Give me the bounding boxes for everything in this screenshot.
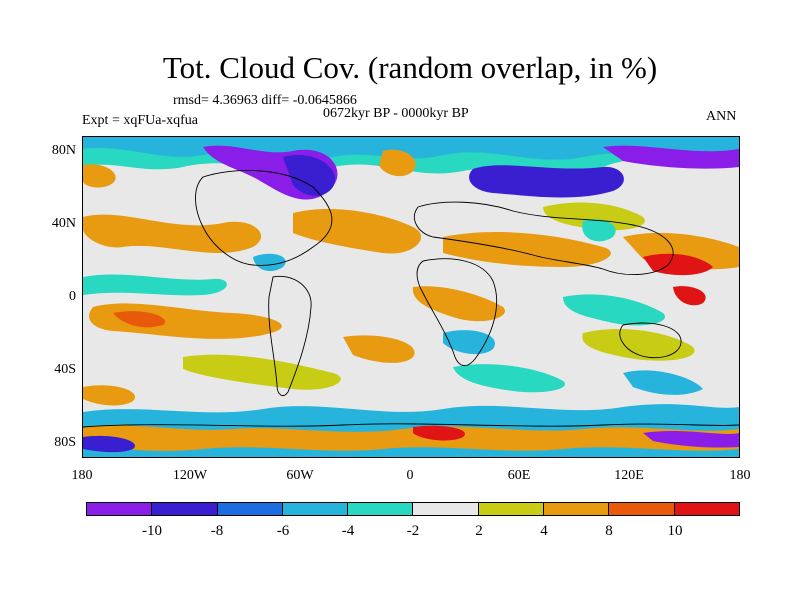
cloud-anomaly-map <box>82 136 740 458</box>
southern-midlatitude-anomalies <box>83 335 703 406</box>
colorbar <box>86 502 740 516</box>
map-background <box>83 137 739 457</box>
lat-label-80s: 80S <box>54 435 76 450</box>
colorbar-swatch-7 <box>478 503 545 515</box>
colorbar-swatch-3 <box>217 503 283 515</box>
season-label: ANN <box>706 109 737 124</box>
stats-line: rmsd= 4.36963 diff= -0.0645866 <box>173 93 357 108</box>
colorbar-swatch-9 <box>609 503 675 515</box>
colorbar-swatch-8 <box>544 503 610 515</box>
colorbar-label: -2 <box>406 523 420 539</box>
antarctic-anomaly-band <box>83 404 739 457</box>
colorbar-label: 10 <box>667 523 683 539</box>
colorbar-swatch-5 <box>348 503 414 515</box>
lon-label-60e: 60E <box>507 468 531 483</box>
colorbar-label: -8 <box>210 523 224 539</box>
colorbar-swatch-2 <box>152 503 218 515</box>
lon-label-180w: 180 <box>71 468 93 483</box>
lon-label-180e: 180 <box>729 468 751 483</box>
colorbar-label: 8 <box>605 523 613 539</box>
map-field-svg <box>83 137 739 457</box>
lon-label-120w: 120W <box>172 468 208 483</box>
colorbar-label: 4 <box>540 523 548 539</box>
colorbar-label: -4 <box>341 523 355 539</box>
colorbar-swatch-6 <box>413 503 479 515</box>
experiment-label: Expt = xqFUa-xqfua <box>82 113 198 128</box>
lon-label-60w: 60W <box>286 468 314 483</box>
coastlines <box>83 170 739 428</box>
lat-label-40s: 40S <box>54 362 76 377</box>
colorbar-swatch-10 <box>674 503 739 515</box>
lon-label-120e: 120E <box>614 468 644 483</box>
period-label: 0672kyr BP - 0000kyr BP <box>323 106 469 121</box>
colorbar-swatch-1 <box>87 503 153 515</box>
northern-midlatitude-anomalies <box>83 202 739 276</box>
lat-label-80n: 80N <box>51 143 76 158</box>
colorbar-swatch-4 <box>282 503 349 515</box>
arctic-anomaly-band <box>83 137 739 200</box>
plot-title: Tot. Cloud Cov. (random overlap, in %) <box>162 50 658 85</box>
tropical-anomalies <box>83 274 706 361</box>
lon-label-0: 0 <box>406 468 414 483</box>
lat-label-40n: 40N <box>51 216 76 231</box>
colorbar-label: -6 <box>276 523 290 539</box>
colorbar-label: -10 <box>142 523 162 539</box>
lat-label-equator: 0 <box>69 289 76 304</box>
colorbar-label: 2 <box>475 523 483 539</box>
